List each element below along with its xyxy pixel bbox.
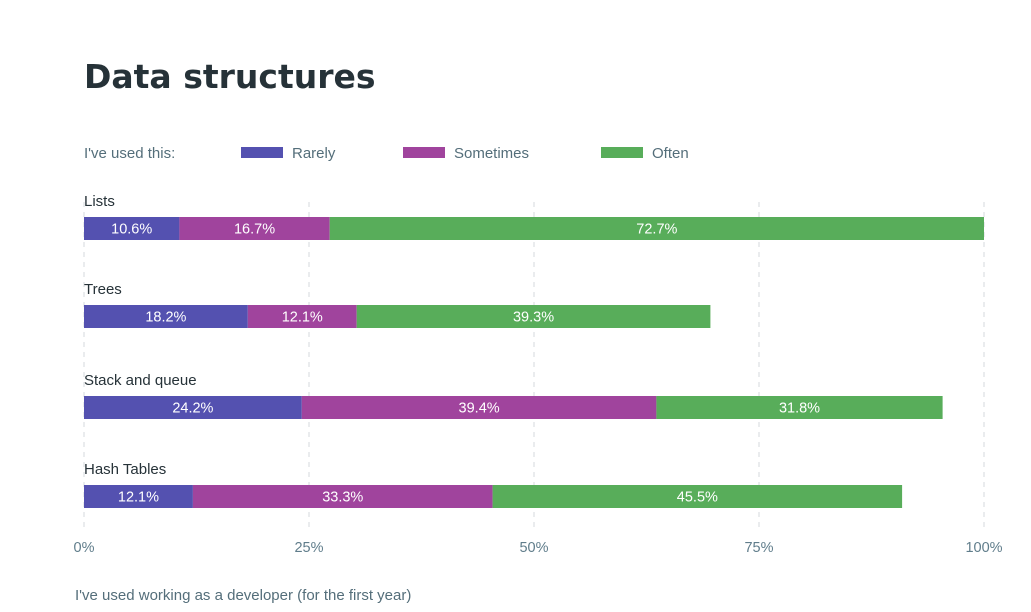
bar-segment <box>329 217 984 240</box>
bar-segment <box>356 305 711 328</box>
chart-title: Data structures <box>84 57 376 96</box>
bar-segment <box>247 305 357 328</box>
bar-segment <box>179 217 330 240</box>
bar-data-label: 18.2% <box>145 310 186 326</box>
x-tick-label: 100% <box>965 540 1002 556</box>
bar-data-label: 39.4% <box>459 401 500 417</box>
bar-data-label: 10.6% <box>111 222 152 238</box>
x-tick-label: 25% <box>294 540 323 556</box>
legend-label: Often <box>652 145 689 162</box>
bar-segment <box>84 217 180 240</box>
bar-data-label: 24.2% <box>172 401 213 417</box>
legend-swatch <box>241 147 283 158</box>
x-axis-ticks: 0% 25% 50% 75% 100% <box>74 540 1003 556</box>
bar-data-label: 72.7% <box>636 222 677 238</box>
bar-segment <box>84 396 302 419</box>
legend-swatch <box>601 147 643 158</box>
bar-data-label: 12.1% <box>282 310 323 326</box>
legend-swatch <box>403 147 445 158</box>
category-label: Stack and queue <box>84 372 197 389</box>
grid-lines <box>83 202 985 527</box>
bar-data-label: 45.5% <box>677 490 718 506</box>
bars: Lists 10.6% 16.7% 72.7% Trees 18.2% 12.1% 39.3%… <box>84 193 984 508</box>
category-label: Lists <box>84 193 115 210</box>
footnote: I've used working as a developer (for th… <box>75 587 411 604</box>
category-label: Hash Tables <box>84 461 166 478</box>
bar-segment <box>492 485 903 508</box>
bar-segment <box>192 485 493 508</box>
bar-segment <box>84 305 248 328</box>
category-label: Trees <box>84 281 122 298</box>
bar-data-label: 39.3% <box>513 310 554 326</box>
x-tick-label: 50% <box>519 540 548 556</box>
legend-prefix: I've used this: <box>84 145 175 162</box>
x-tick-label: 75% <box>744 540 773 556</box>
bar-segment <box>84 485 193 508</box>
bar-data-label: 12.1% <box>118 490 159 506</box>
legend-label: Rarely <box>292 145 336 162</box>
x-tick-label: 0% <box>74 540 95 556</box>
bar-data-label: 31.8% <box>779 401 820 417</box>
bar-data-label: 16.7% <box>234 222 275 238</box>
legend: I've used this: Rarely Sometimes Often <box>84 145 689 162</box>
legend-label: Sometimes <box>454 145 529 162</box>
bar-segment <box>656 396 943 419</box>
bar-data-label: 33.3% <box>322 490 363 506</box>
bar-segment <box>301 396 657 419</box>
